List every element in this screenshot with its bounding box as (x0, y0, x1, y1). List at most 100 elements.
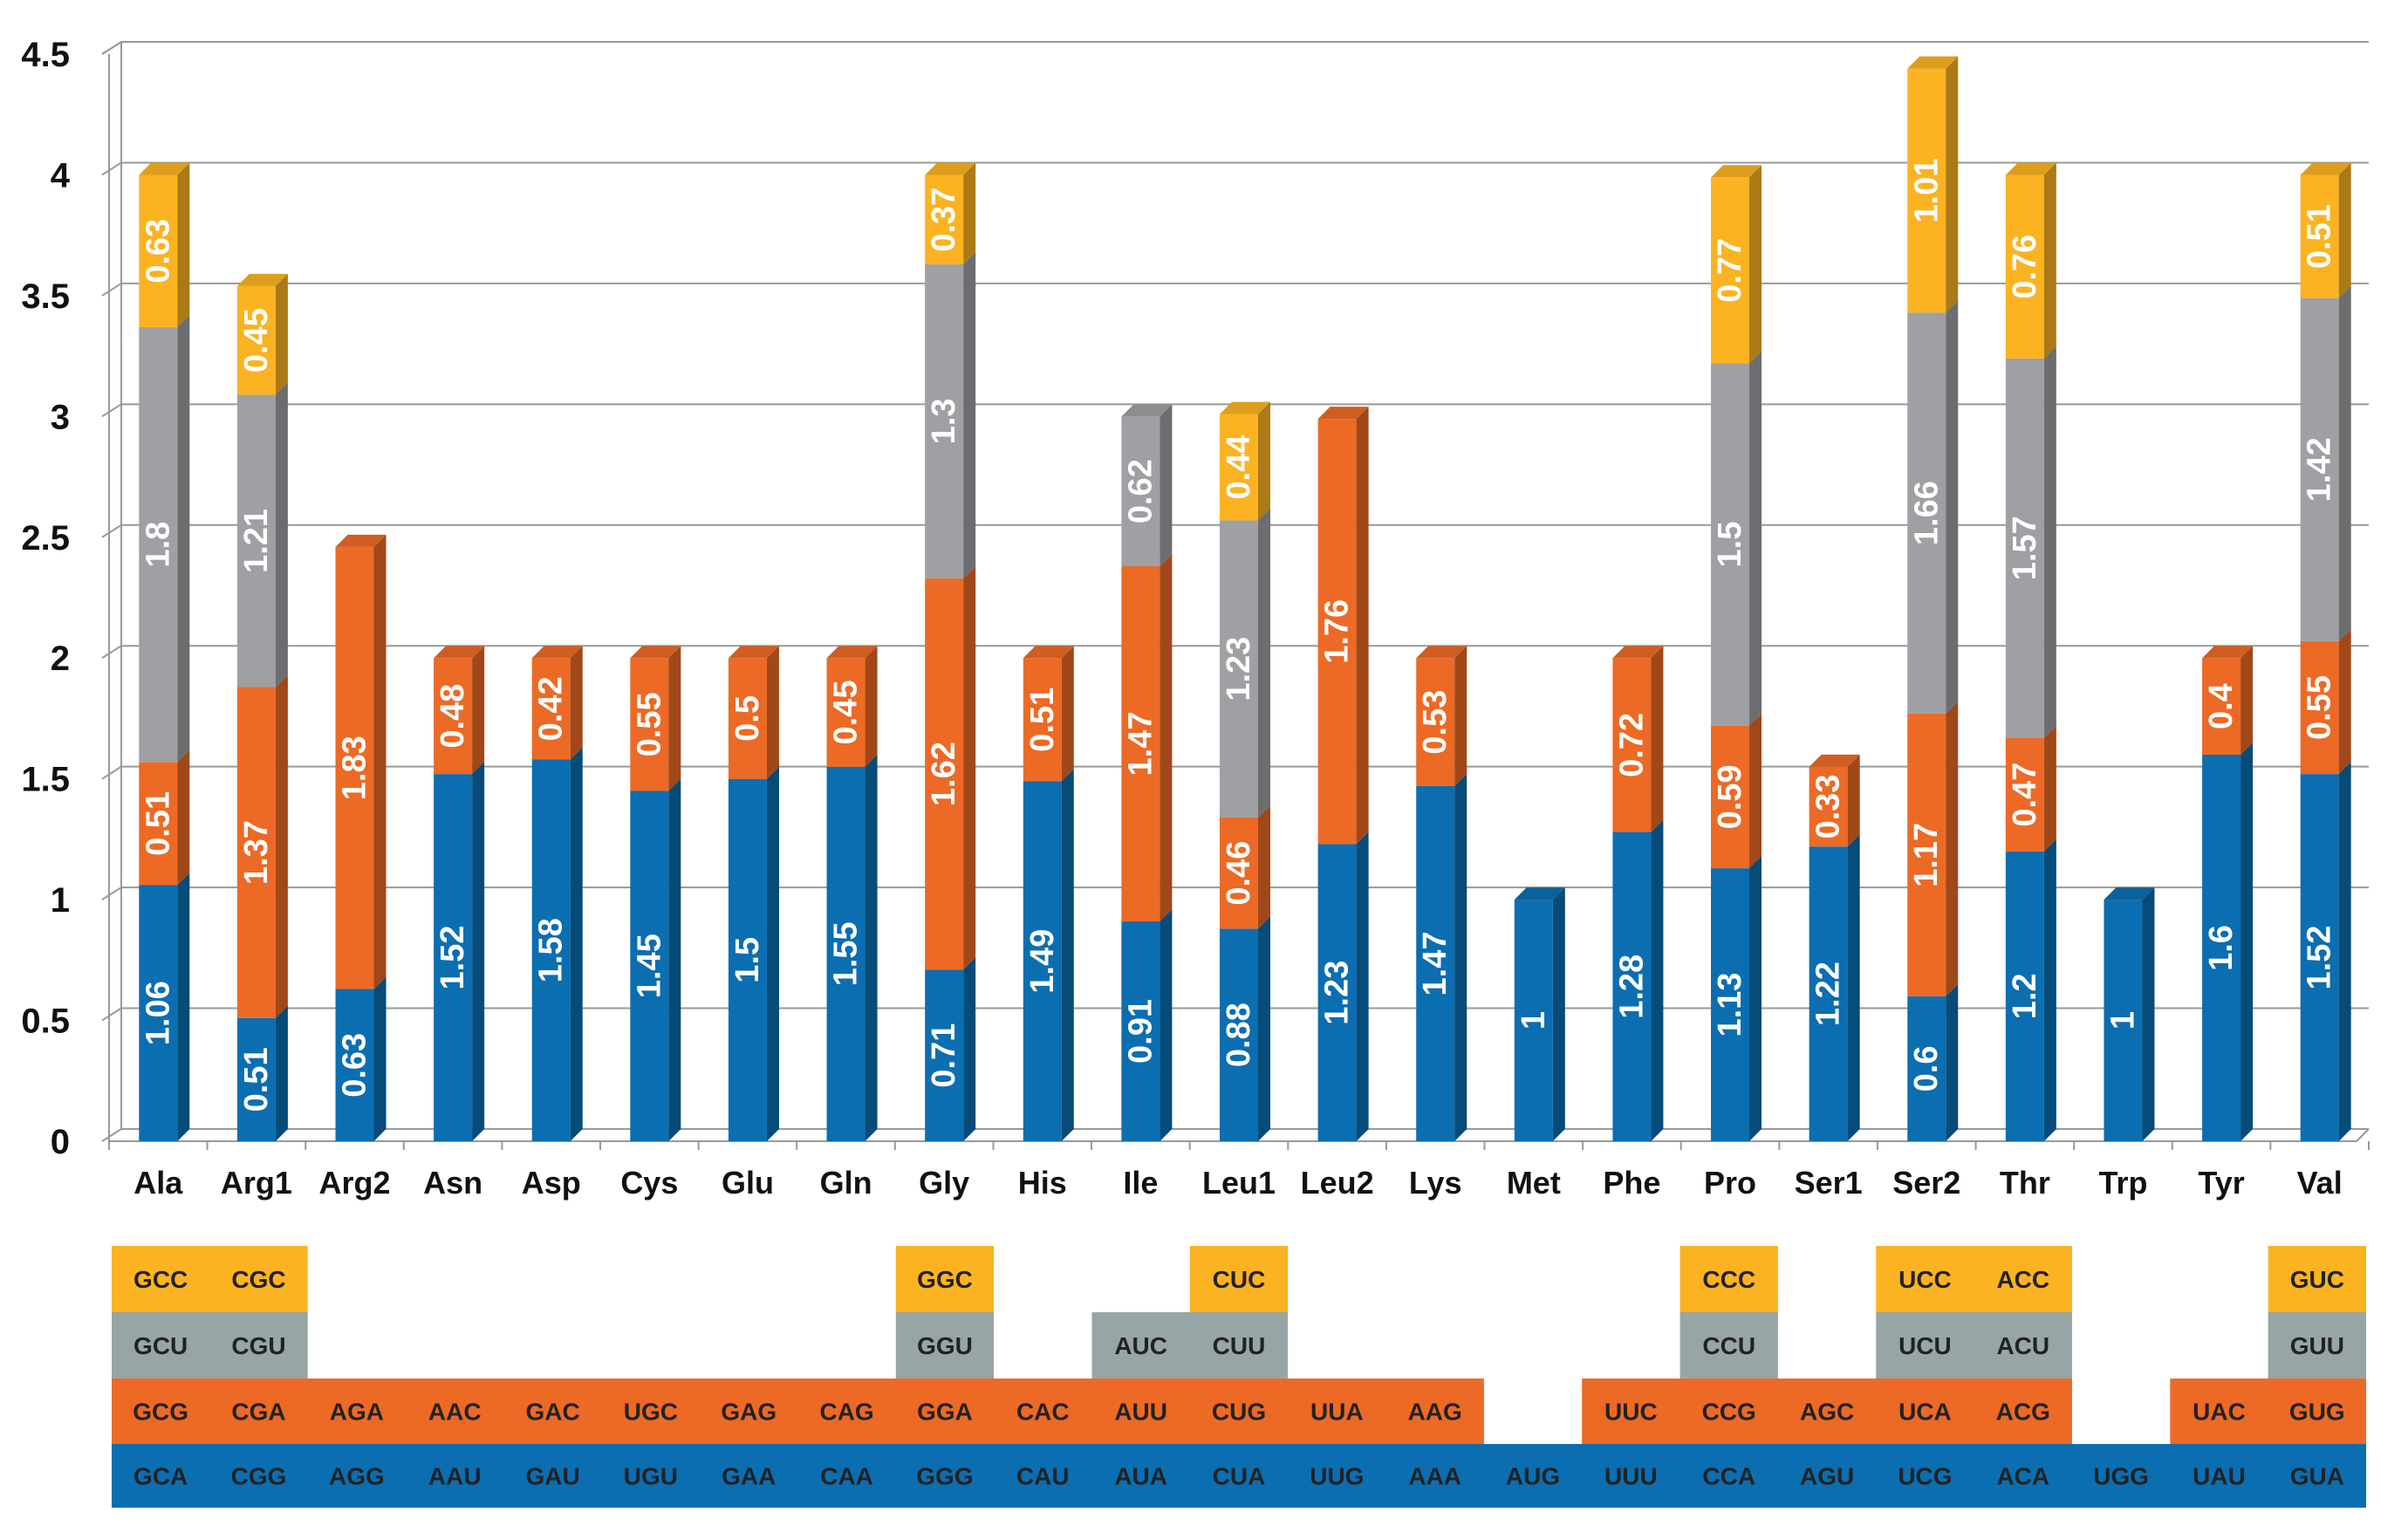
data-label: 1.45 (631, 934, 667, 998)
codon-label: GAG (721, 1399, 776, 1426)
data-label: 0.53 (1417, 690, 1454, 755)
data-label: 0.63 (337, 1033, 373, 1098)
codon-label: GAC (525, 1399, 579, 1426)
bar-segment (826, 754, 878, 1141)
category-label: Arg1 (221, 1165, 292, 1201)
codon-strip (1876, 1246, 2072, 1312)
codon-strip (2170, 1379, 2366, 1444)
data-label: 0.33 (1810, 775, 1847, 839)
codon-strip (2268, 1246, 2366, 1312)
bar-segment (139, 749, 190, 886)
category-label: Val (2297, 1165, 2343, 1201)
codon-strip (1876, 1312, 2072, 1379)
codon-label: UGG (2093, 1463, 2149, 1490)
codon-strip (1189, 1246, 1289, 1312)
data-label: 1.13 (1712, 973, 1748, 1037)
codon-label: UUU (1604, 1463, 1658, 1490)
bar-segment (335, 534, 387, 989)
bar-segment (2300, 762, 2351, 1141)
bar-segment (1711, 713, 1762, 869)
codon-label: CCG (1702, 1399, 1756, 1426)
y-tick-label: 1.5 (21, 761, 70, 799)
bar-segment (1416, 773, 1467, 1141)
category-label: Ile (1123, 1165, 1158, 1201)
data-label: 1.76 (1319, 599, 1356, 664)
codon-label: GUU (2290, 1332, 2344, 1359)
category-label: Ser2 (1892, 1165, 1960, 1201)
gridline (101, 41, 2369, 55)
codon-label: AUC (1114, 1332, 1167, 1359)
data-label: 0.59 (1712, 764, 1748, 829)
data-label: 0.62 (1122, 459, 1159, 523)
data-label: 1.23 (1319, 961, 1356, 1025)
bar-segment (236, 273, 288, 395)
codon-label: UCG (1898, 1463, 1952, 1490)
codon-strip (895, 1312, 995, 1379)
bar-segment (1711, 165, 1762, 364)
bar-segment (434, 646, 485, 775)
data-label: 0.46 (1221, 841, 1257, 906)
y-tick-label: 2.5 (21, 519, 70, 558)
data-label: 1.5 (729, 937, 766, 983)
y-tick-label: 0 (51, 1123, 70, 1161)
bar-segment (630, 646, 681, 791)
data-label: 0.71 (926, 1023, 962, 1088)
codon-label: CCA (1702, 1463, 1755, 1490)
data-label: 1.23 (1221, 637, 1257, 701)
data-label: 1.47 (1417, 932, 1454, 996)
bar-segment (2202, 646, 2254, 755)
bar-segment (728, 646, 779, 779)
bar-segment (2300, 162, 2351, 298)
codon-label: AGG (329, 1463, 385, 1490)
codon-label: CAC (1016, 1399, 1070, 1426)
codon-label: UUA (1310, 1399, 1364, 1426)
codon-label: GUC (2290, 1266, 2344, 1293)
bar-segment (2005, 725, 2056, 852)
bar-segment (1220, 916, 1270, 1141)
x-axis-labels: Ala Arg1 Arg2 Asn Asp Cys Glu Gln Gly His Ile Leu1 L… (133, 1165, 2342, 1201)
category-label: Pro (1704, 1165, 1756, 1201)
codon-label: AAA (1408, 1463, 1461, 1490)
bar-segment (2005, 346, 2056, 738)
codon-label: GAA (722, 1463, 776, 1490)
y-tick-label: 0.5 (21, 1003, 70, 1041)
codon-label: ACU (1996, 1332, 2049, 1359)
bar-segment (925, 957, 976, 1141)
codon-strip (1679, 1312, 1778, 1379)
codon-strip (1091, 1312, 1289, 1379)
codon-label: GAU (525, 1463, 579, 1490)
category-label: Tyr (2198, 1165, 2244, 1201)
bar-segment (434, 762, 485, 1141)
bar-segment (1121, 909, 1173, 1141)
data-label: 1.2 (2007, 973, 2043, 1019)
y-tick-label: 4 (51, 156, 71, 195)
bar-segment (2300, 628, 2351, 775)
data-label: 1.66 (1908, 481, 1945, 545)
bar-segment (1907, 983, 1959, 1141)
bar-segment (925, 565, 976, 970)
bar-segment (925, 162, 976, 264)
category-label: Asp (522, 1165, 581, 1201)
codon-strip (112, 1312, 308, 1379)
data-label: 0.6 (1908, 1046, 1945, 1092)
codon-label: GGG (916, 1463, 973, 1490)
codon-label: CCU (1702, 1332, 1755, 1359)
bar-segment (2005, 838, 2056, 1141)
category-label: Trp (2098, 1165, 2147, 1201)
data-label: 0.37 (926, 188, 962, 252)
bar-segment (1220, 508, 1270, 818)
data-label: 1.55 (828, 921, 865, 986)
codon-label: CUG (1212, 1399, 1266, 1426)
bar-segment (1612, 819, 1664, 1141)
data-label: 0.63 (140, 219, 176, 284)
codon-label: UAU (2193, 1463, 2246, 1490)
category-label: His (1018, 1165, 1067, 1201)
codon-label: CAU (1016, 1463, 1070, 1490)
data-label: 1 (1515, 1011, 1552, 1030)
category-label: Gly (919, 1165, 969, 1201)
codon-label: GCC (133, 1266, 188, 1293)
codon-label: CUA (1213, 1463, 1266, 1490)
bar-segment (139, 872, 190, 1141)
bar-segment (1220, 401, 1270, 521)
